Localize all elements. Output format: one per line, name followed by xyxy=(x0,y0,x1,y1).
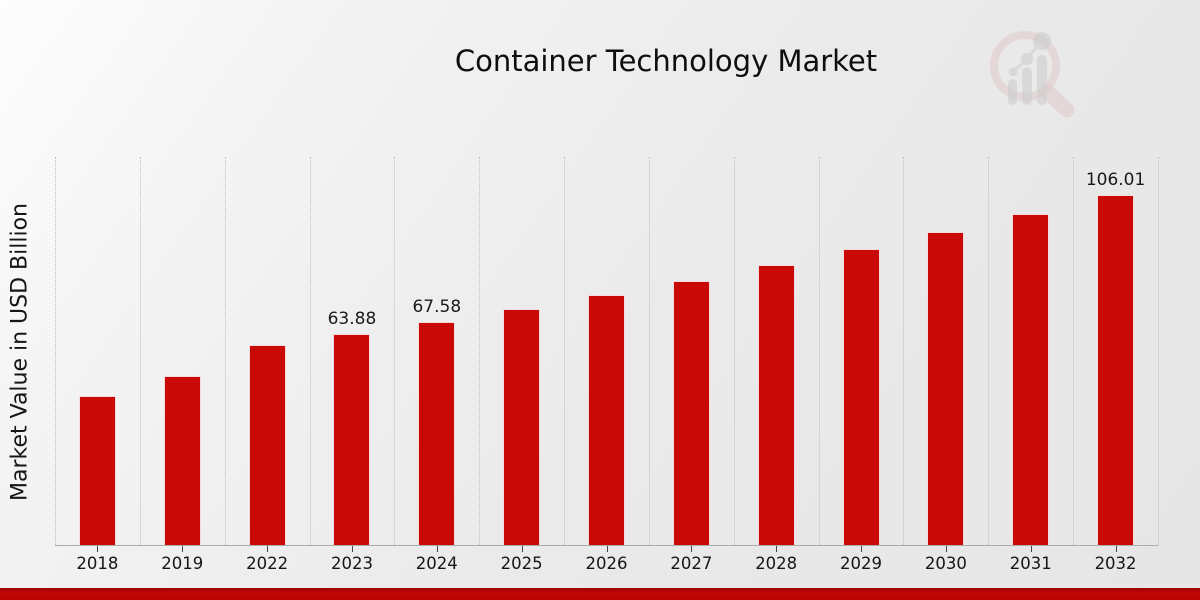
bar-2031 xyxy=(1012,213,1050,545)
bottom-red-band xyxy=(0,588,1200,600)
x-axis-tick xyxy=(521,546,523,552)
x-tick-label-2030: 2030 xyxy=(924,554,967,573)
gridline xyxy=(309,157,311,545)
plot-area: 2018 2019 2022 63.88 2023 67.58 2024 2025 2026 20… xyxy=(55,155,1159,573)
bar-value-label-2024: 67.58 xyxy=(412,296,462,317)
bar-2025 xyxy=(503,308,541,545)
x-axis-tick xyxy=(945,546,947,552)
x-axis-tick xyxy=(776,546,778,552)
gridline xyxy=(139,157,141,545)
x-axis-tick xyxy=(97,546,99,552)
x-tick-label-2028: 2028 xyxy=(755,554,798,573)
x-tick-label-2023: 2023 xyxy=(330,554,373,573)
bar-value-label-2023: 63.88 xyxy=(327,308,377,329)
bar-2019 xyxy=(163,376,201,545)
bar-2023 xyxy=(333,333,371,545)
gridline xyxy=(55,157,56,545)
gridline xyxy=(1073,157,1075,545)
x-axis-tick xyxy=(436,546,438,552)
growth-bars-icon xyxy=(1008,32,1051,105)
x-axis-tick xyxy=(861,546,863,552)
gridline xyxy=(648,157,650,545)
x-tick-label-2025: 2025 xyxy=(500,554,543,573)
x-axis-tick xyxy=(182,546,184,552)
gridline xyxy=(903,157,905,545)
gridline xyxy=(479,157,481,545)
magnifier-ring-icon xyxy=(990,31,1075,118)
gridline xyxy=(988,157,990,545)
gridline xyxy=(818,157,820,545)
x-tick-label-2029: 2029 xyxy=(840,554,883,573)
x-axis-tick xyxy=(1115,546,1117,552)
y-axis-label: Market Value in USD Billion xyxy=(7,202,33,502)
bar-2027 xyxy=(672,280,710,545)
x-tick-label-2031: 2031 xyxy=(1009,554,1052,573)
bar-2030 xyxy=(927,231,965,545)
x-tick-label-2027: 2027 xyxy=(670,554,713,573)
x-axis-tick xyxy=(1030,546,1032,552)
gridline xyxy=(394,157,396,545)
x-tick-label-2024: 2024 xyxy=(415,554,458,573)
x-tick-label-2032: 2032 xyxy=(1094,554,1137,573)
mrfr-logo-watermark xyxy=(990,31,1075,118)
bar-2026 xyxy=(588,295,625,545)
bar-2018 xyxy=(78,395,116,545)
bar-2022 xyxy=(248,345,286,545)
gridline xyxy=(564,157,566,545)
bar-value-label-2032: 106.01 xyxy=(1085,169,1146,190)
x-axis-tick xyxy=(267,546,269,552)
x-tick-label-2022: 2022 xyxy=(246,554,289,573)
bar-2024 xyxy=(418,321,456,545)
gridline xyxy=(224,157,226,545)
x-axis-tick xyxy=(691,546,693,552)
bar-2028 xyxy=(757,265,795,545)
x-tick-label-2026: 2026 xyxy=(585,554,628,573)
bar-2032 xyxy=(1097,194,1135,545)
bar-2029 xyxy=(842,249,880,545)
x-axis-tick xyxy=(606,546,608,552)
x-axis-tick xyxy=(351,546,353,552)
chart-title: Container Technology Market xyxy=(454,44,878,78)
x-tick-label-2018: 2018 xyxy=(76,554,119,573)
x-tick-label-2019: 2019 xyxy=(161,554,204,573)
gridline xyxy=(733,157,735,545)
gridline xyxy=(1158,157,1159,545)
